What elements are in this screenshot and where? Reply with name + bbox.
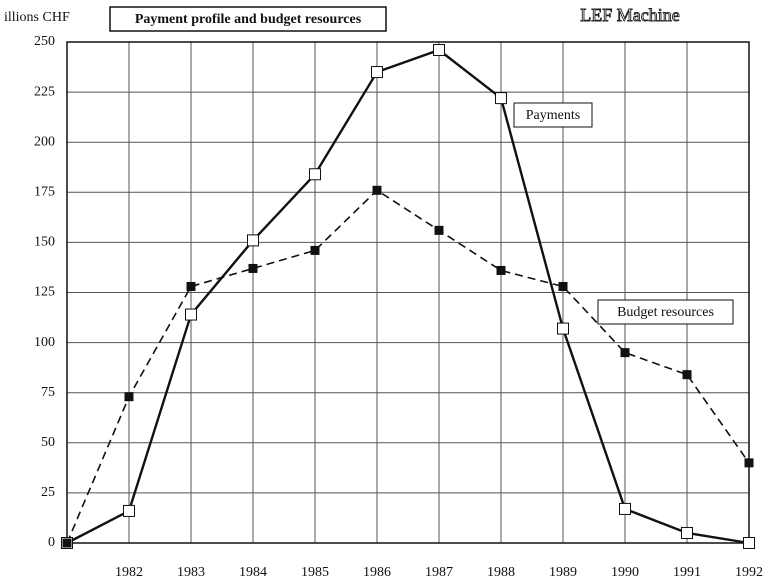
point-marker [371, 66, 383, 79]
point-marker [62, 538, 72, 548]
y-tick-label: 25 [41, 485, 55, 500]
x-tick-label: 1989 [549, 565, 577, 580]
x-tick-label: 1982 [115, 565, 143, 580]
x-tick-label: 1984 [239, 565, 267, 580]
y-tick-label: 0 [48, 535, 55, 550]
y-tick-label: 250 [34, 34, 55, 49]
x-tick-label: 1987 [425, 565, 453, 580]
point-marker [123, 504, 135, 517]
point-marker [247, 234, 259, 247]
point-marker [495, 92, 507, 105]
y-tick-label: 200 [34, 134, 55, 149]
point-marker [496, 265, 506, 275]
point-marker [681, 526, 693, 539]
annotation: Budget resources [617, 305, 714, 320]
y-tick-label: 175 [34, 185, 55, 200]
point-marker [186, 281, 196, 291]
point-marker [248, 263, 258, 273]
y-tick-label: 75 [41, 385, 55, 400]
point-marker [744, 458, 754, 468]
series-line [66, 48, 750, 545]
point-marker [620, 348, 630, 358]
y-axis-label: illions CHF [4, 10, 70, 25]
plot-frame [66, 41, 750, 544]
point-marker [434, 225, 444, 235]
chart-title: Payment profile and budget resources [135, 12, 362, 27]
x-tick-label: 1983 [177, 565, 205, 580]
point-marker [433, 44, 445, 57]
chart-subtitle: LEF Machine [580, 5, 679, 25]
x-tick-label: 1991 [673, 565, 701, 580]
annotation-box [597, 299, 734, 325]
point-marker [310, 245, 320, 255]
y-tick-label: 100 [34, 335, 55, 350]
y-tick-label: 150 [34, 235, 55, 250]
x-tick-label: 1986 [363, 565, 391, 580]
x-tick-label: 1990 [611, 565, 639, 580]
point-marker [372, 185, 382, 195]
series-line [66, 189, 750, 544]
y-tick-label: 50 [41, 435, 55, 450]
x-tick-label: 1985 [301, 565, 329, 580]
annotation-box [513, 102, 593, 128]
annotation: Payments [526, 108, 580, 123]
x-tick-label: 1992 [735, 565, 763, 580]
point-marker [619, 502, 631, 515]
y-tick-label: 225 [34, 84, 55, 99]
point-marker [557, 322, 569, 335]
point-marker [743, 537, 755, 549]
point-marker [558, 281, 568, 291]
y-tick-label: 125 [34, 285, 55, 300]
title-box [109, 6, 387, 32]
point-marker [309, 168, 321, 181]
point-marker [185, 308, 197, 321]
x-tick-label: 1988 [487, 565, 515, 580]
point-marker [682, 370, 692, 380]
point-marker [124, 392, 134, 402]
